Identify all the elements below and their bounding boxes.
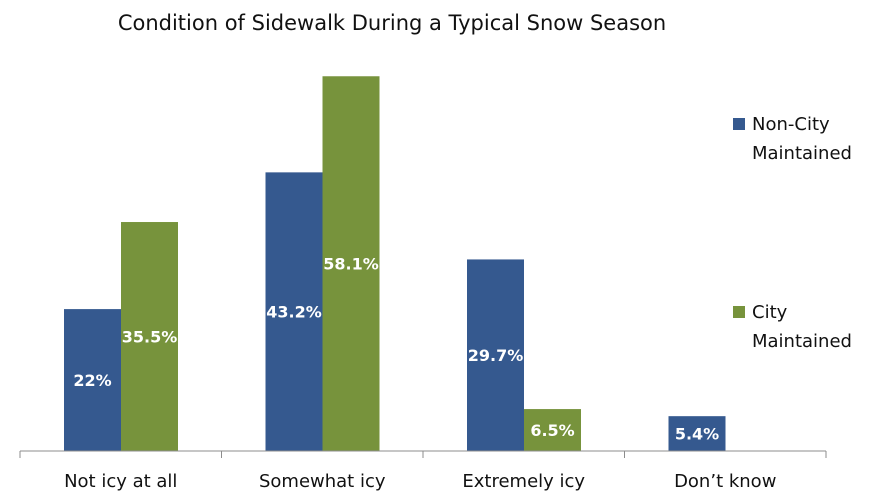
legend-label-city-maintained-line-2: Maintained [752,331,852,352]
legend-swatch-city-maintained [733,306,745,318]
legend: Non-City Maintained City Maintained [733,114,852,352]
data-label-city-maintained-extremely-icy: 6.5% [530,421,574,440]
data-label-non-city-maintained-don-t-know: 5.4% [675,425,719,444]
data-label-non-city-maintained-not-icy-at-all: 22% [73,371,111,390]
x-tick-label-extremely-icy: Extremely icy [462,471,585,492]
bar-city-maintained-not-icy-at-all [121,222,178,451]
chart-title: Condition of Sidewalk During a Typical S… [118,11,666,35]
bar-city-maintained-somewhat-icy [322,76,380,451]
data-label-non-city-maintained-extremely-icy: 29.7% [468,346,524,365]
legend-label-non-city-maintained-line-1: Non-City [752,114,830,135]
bar-city-maintained-extremely-icy [524,409,581,451]
bar-non-city-maintained-extremely-icy [467,259,524,451]
bar-non-city-maintained-don-t-know [668,416,726,451]
bar-non-city-maintained-somewhat-icy [265,172,323,452]
legend-swatch-non-city-maintained [733,118,745,130]
data-label-city-maintained-not-icy-at-all: 35.5% [122,328,178,347]
legend-label-city-maintained-line-1: City [752,302,788,323]
data-label-city-maintained-somewhat-icy: 58.1% [323,255,379,274]
bars-layer [64,76,726,452]
x-tick-label-not-icy-at-all: Not icy at all [64,471,177,492]
x-axis: Not icy at all Somewhat icy Extremely icy D… [19,450,827,492]
data-label-non-city-maintained-somewhat-icy: 43.2% [266,303,322,322]
data-labels-layer: 22% 35.5% 43.2% 58.1% 29.7% 6.5% 5.4% [73,255,719,444]
x-tick-label-don-t-know: Don’t know [674,471,776,492]
bar-non-city-maintained-not-icy-at-all [64,309,121,451]
x-tick-label-somewhat-icy: Somewhat icy [259,471,386,492]
legend-label-non-city-maintained-line-2: Maintained [752,143,852,164]
